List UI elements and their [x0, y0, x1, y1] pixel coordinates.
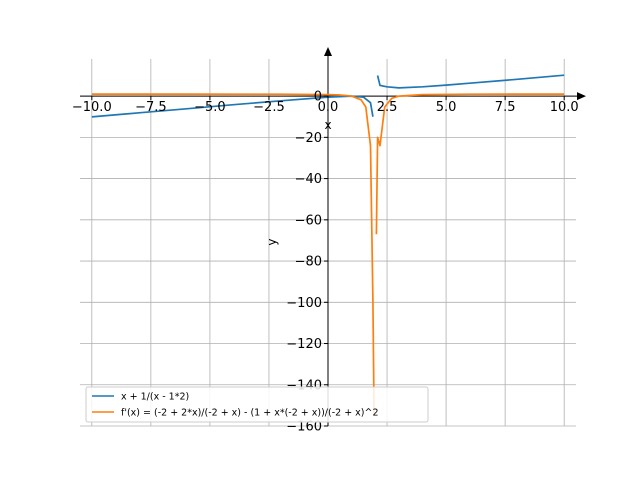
legend-frame	[85, 386, 429, 423]
series-2-line-part-1	[91, 93, 375, 416]
x-axis-arrow	[577, 92, 586, 101]
x-tick-label: 0.0	[318, 100, 339, 115]
y-tick-label: −160	[286, 420, 322, 435]
legend-label-1: x + 1/(x - 1*2)	[121, 392, 189, 403]
x-tick-label: −5.0	[194, 100, 226, 115]
y-tick-label: −60	[295, 213, 322, 228]
x-axis-label: x	[324, 118, 331, 132]
legend-label-2: f'(x) = (-2 + 2*x)/(-2 + x) - (1 + x*(-2…	[121, 408, 379, 419]
y-axis-arrow	[324, 47, 332, 56]
ticks: −10.0 −7.5 −5.0 −2.5 0.0 2.5 5.0 7.5 10.0 0 −20 −40…	[72, 90, 579, 435]
x-tick-label: −10.0	[72, 100, 112, 115]
series-1-line-part-2	[376, 74, 565, 89]
x-tick-label: −7.5	[135, 100, 167, 115]
x-tick-label: 7.5	[495, 100, 516, 115]
legend: x + 1/(x - 1*2) f'(x) = (-2 + 2*x)/(-2 +…	[85, 386, 429, 423]
series-1-line-part-1	[91, 95, 374, 118]
y-tick-label: 0	[314, 90, 322, 105]
y-tick-label: −80	[295, 255, 322, 270]
y-tick-label: −120	[286, 337, 322, 352]
series-lines	[91, 74, 565, 416]
y-tick-label: −20	[295, 131, 322, 146]
y-axis-label: y	[265, 238, 279, 245]
x-tick-label: 10.0	[550, 100, 579, 115]
y-tick-label: −40	[295, 172, 322, 187]
x-tick-label: 5.0	[436, 100, 457, 115]
y-tick-label: −100	[286, 296, 322, 311]
x-tick-label: 2.5	[377, 100, 398, 115]
x-tick-label: −2.5	[253, 100, 285, 115]
series-2-line-part-2	[375, 93, 565, 235]
axes	[80, 47, 586, 426]
